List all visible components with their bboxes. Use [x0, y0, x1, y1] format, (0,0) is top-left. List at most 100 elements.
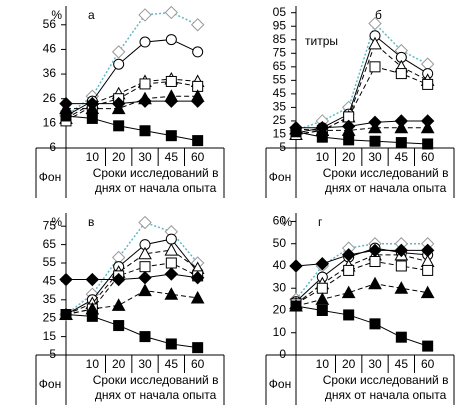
series-line	[65, 314, 198, 349]
series-line	[65, 11, 198, 117]
marker	[111, 45, 126, 59]
marker	[60, 309, 72, 321]
marker	[164, 243, 179, 256]
marker	[190, 290, 205, 304]
marker	[190, 271, 205, 285]
marker	[164, 5, 179, 20]
marker	[138, 91, 152, 105]
marker	[315, 292, 330, 305]
x-tick-label: 60	[421, 150, 435, 164]
y-tick-label: 35	[273, 100, 287, 114]
x-tick-label: 60	[191, 357, 205, 371]
marker	[192, 135, 204, 147]
marker	[111, 272, 126, 287]
x-axis-label: Сроки исследований в	[93, 166, 219, 180]
marker	[190, 89, 205, 102]
series-line	[295, 127, 428, 131]
y-tick-label: 46	[43, 42, 57, 56]
y-tick-label: 50	[273, 236, 287, 250]
marker	[369, 135, 381, 147]
marker	[394, 243, 409, 258]
marker	[368, 120, 382, 134]
marker	[138, 283, 152, 297]
marker	[369, 61, 381, 73]
x-tick-label: 30	[368, 357, 382, 371]
y-tick-label: 95	[273, 18, 287, 32]
y-tick-label: 65	[273, 59, 287, 73]
x-axis-label: днях от начала опыта	[95, 388, 217, 402]
marker	[138, 215, 152, 230]
marker	[164, 267, 179, 281]
series-line	[65, 290, 198, 316]
y-tick-label: 75	[273, 45, 287, 59]
x-tick-label: 60	[191, 150, 205, 164]
unit-label: %	[51, 8, 62, 22]
marker	[343, 134, 355, 146]
x-tick-label: 10	[86, 357, 100, 371]
marker	[368, 16, 382, 31]
marker	[139, 331, 151, 343]
y-tick-label: 15	[43, 329, 57, 343]
y-tick-label: 26	[43, 91, 57, 105]
marker	[86, 310, 98, 322]
x-tick-label: Фон	[269, 170, 291, 184]
x-tick-label: 10	[86, 150, 100, 164]
marker	[111, 101, 126, 115]
marker	[139, 78, 151, 90]
y-tick-label: 85	[273, 32, 287, 46]
marker	[316, 131, 328, 143]
marker	[343, 309, 355, 321]
marker	[341, 248, 356, 262]
y-tick-label: 10	[273, 325, 287, 339]
y-tick-label: 35	[43, 292, 57, 306]
x-tick-label: 30	[368, 150, 382, 164]
marker	[60, 110, 72, 122]
marker	[138, 8, 152, 22]
marker	[368, 36, 382, 50]
y-tick-label: 45	[273, 86, 287, 100]
marker	[139, 125, 151, 137]
series-line	[66, 273, 198, 281]
x-tick-label: 10	[316, 150, 330, 164]
x-tick-label: 60	[421, 357, 435, 371]
y-tick-label: 20	[273, 303, 287, 317]
x-axis-label: Сроки исследований в	[323, 373, 449, 387]
x-tick-label: 45	[165, 357, 179, 371]
marker	[368, 243, 382, 258]
marker	[420, 285, 435, 299]
x-tick-label: 30	[138, 357, 152, 371]
x-axis-label: Сроки исследований в	[93, 373, 219, 387]
unit-label: %	[281, 215, 292, 229]
marker	[139, 36, 151, 48]
unit-label: %	[51, 215, 62, 229]
x-tick-label: 20	[342, 150, 356, 164]
panel-label: г	[318, 215, 323, 229]
y-tick-label: 5	[49, 347, 56, 361]
y-tick-label: 55	[273, 73, 287, 87]
marker	[343, 264, 355, 276]
y-tick-label: 30	[273, 280, 287, 294]
marker	[289, 259, 303, 273]
y-tick-label: 60	[273, 214, 287, 228]
x-axis-label: днях от начала опыта	[325, 181, 447, 195]
marker	[86, 112, 98, 124]
marker	[394, 281, 409, 294]
series-line	[65, 78, 198, 119]
marker	[190, 18, 205, 32]
marker	[316, 282, 328, 294]
x-axis-label: днях от начала опыта	[95, 181, 217, 195]
marker	[165, 75, 177, 87]
marker	[139, 261, 151, 273]
y-tick-label: 40	[273, 258, 287, 272]
marker	[290, 126, 302, 138]
marker	[422, 340, 434, 352]
x-tick-label: 45	[395, 357, 409, 371]
marker	[369, 256, 381, 268]
marker	[422, 264, 434, 276]
marker	[59, 272, 73, 287]
x-tick-label: 20	[112, 357, 126, 371]
y-tick-label: 5	[279, 140, 286, 154]
marker	[192, 342, 204, 354]
y-tick-label: 05	[273, 5, 287, 19]
